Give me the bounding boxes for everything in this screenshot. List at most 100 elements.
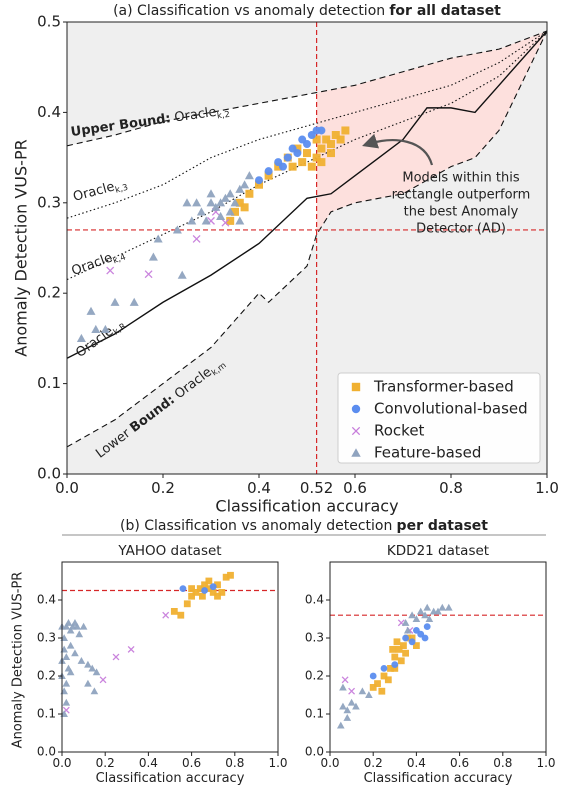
- y-tick-label: 0.0: [37, 465, 61, 483]
- marker-square: [341, 126, 350, 135]
- y-axis-label: Anomaly Detection VUS-PR: [12, 139, 31, 356]
- marker-triangle: [66, 668, 75, 676]
- marker-square: [274, 162, 283, 171]
- y-tick-label: 0.3: [37, 193, 61, 211]
- y-tick-label: 0.0: [305, 745, 324, 759]
- y-tick-label: 0.1: [305, 707, 324, 721]
- marker-triangle: [347, 698, 356, 706]
- plot-background: [330, 562, 546, 752]
- x-tick-label: 1.0: [536, 756, 555, 770]
- marker-circle: [209, 583, 217, 591]
- marker-square: [395, 646, 403, 653]
- marker-square: [317, 158, 326, 167]
- x-tick-label: 0.4: [247, 479, 271, 497]
- marker-triangle: [196, 207, 206, 216]
- marker-circle: [421, 634, 429, 642]
- marker-triangle: [416, 607, 425, 615]
- marker-triangle: [66, 641, 75, 649]
- marker-square: [235, 198, 244, 207]
- marker-square: [378, 687, 386, 695]
- plot: 0.0 0.2 0.4 0.6 0.8 1.0 0.0 0.1 0.2 0.3 0.4 YAHOO d…: [11, 518, 546, 786]
- line-label-part: k,4: [111, 251, 127, 265]
- marker-triangle: [62, 622, 71, 630]
- marker-triangle: [421, 611, 429, 619]
- y-tick-label: 0.0: [37, 745, 56, 759]
- x-tick-label: 0.8: [225, 756, 244, 770]
- marker-triangle: [62, 653, 71, 661]
- marker-square: [245, 189, 254, 198]
- marker-circle: [201, 587, 208, 594]
- marker-circle: [288, 144, 297, 153]
- marker-circle: [391, 661, 399, 668]
- plot-background: [62, 562, 278, 752]
- x-tick-label: 1.0: [268, 756, 287, 770]
- x-tick-label: 0.0: [320, 756, 339, 770]
- marker-square: [298, 158, 307, 167]
- oracle-line: [67, 30, 547, 281]
- marker-square: [322, 135, 331, 144]
- oracle-line: [67, 30, 547, 147]
- marker-square: [288, 162, 297, 171]
- marker-triangle: [148, 252, 158, 261]
- marker-circle: [369, 672, 377, 680]
- y-tick-label: 0.2: [305, 669, 324, 683]
- x-tick-label: 0.2: [364, 756, 383, 770]
- marker-triangle: [434, 607, 442, 615]
- legend-label: Rocket: [374, 422, 425, 440]
- marker-circle: [264, 167, 273, 176]
- plot-frame: [66, 21, 548, 475]
- marker-triangle: [244, 171, 254, 180]
- marker-square: [307, 162, 316, 171]
- y-tick-label: 0.1: [37, 707, 56, 721]
- marker-circle: [423, 623, 431, 630]
- marker-triangle: [66, 626, 75, 634]
- marker-cross: [192, 235, 201, 243]
- x-tick-label: 0.0: [52, 756, 71, 770]
- section-heading: (b) Classification vs anomaly detection p…: [120, 518, 488, 534]
- marker-triangle: [351, 448, 361, 457]
- marker-triangle: [187, 216, 197, 225]
- legend-label: Feature-based: [374, 444, 481, 462]
- marker-square: [327, 140, 335, 149]
- chart-title-part: (a) Classification vs anomaly detection: [113, 3, 385, 19]
- marker-circle: [283, 153, 292, 162]
- plot-frame: [61, 561, 279, 753]
- marker-square: [188, 585, 195, 592]
- chart-title-part: for all dataset: [389, 3, 501, 19]
- marker-square: [391, 653, 399, 661]
- marker-cross: [162, 611, 170, 619]
- oracle-line: [67, 30, 547, 219]
- y-tick-label: 0.2: [37, 669, 56, 683]
- marker-square: [293, 144, 302, 153]
- marker-triangle: [216, 198, 226, 207]
- marker-square: [312, 153, 321, 162]
- marker-triangle: [177, 270, 187, 279]
- marker-circle: [380, 665, 388, 672]
- x-tick-label: 0.4: [139, 756, 158, 770]
- marker-triangle: [92, 668, 101, 676]
- marker-square: [170, 608, 178, 615]
- marker-triangle: [75, 630, 84, 638]
- marker-square: [218, 589, 226, 596]
- marker-triangle: [62, 698, 71, 706]
- marker-square: [327, 149, 335, 158]
- annotation: Detector (AD): [416, 222, 506, 237]
- marker-square: [240, 203, 249, 212]
- marker-triangle: [339, 702, 347, 710]
- marker-triangle: [91, 324, 101, 333]
- marker-cross: [341, 676, 349, 684]
- marker-triangle: [84, 660, 92, 668]
- marker-triangle: [129, 297, 139, 306]
- marker-triangle: [444, 603, 453, 611]
- section-heading-part: per dataset: [397, 518, 489, 534]
- y-tick-label: 0.5: [37, 13, 61, 31]
- line-label-part: k,2: [216, 108, 230, 120]
- marker-triangle: [336, 721, 345, 729]
- annotation: rectangle outperform: [392, 188, 531, 203]
- marker-square: [387, 665, 394, 672]
- marker-circle: [402, 634, 409, 642]
- plot: 0.0 0.2 0.4 0.6 0.8 1.0 0.0 0.1 0.2 0.3 0.4 KDD21 d…: [305, 543, 556, 786]
- marker-square: [384, 676, 392, 684]
- marker-circle: [279, 162, 287, 171]
- marker-triangle: [153, 234, 163, 243]
